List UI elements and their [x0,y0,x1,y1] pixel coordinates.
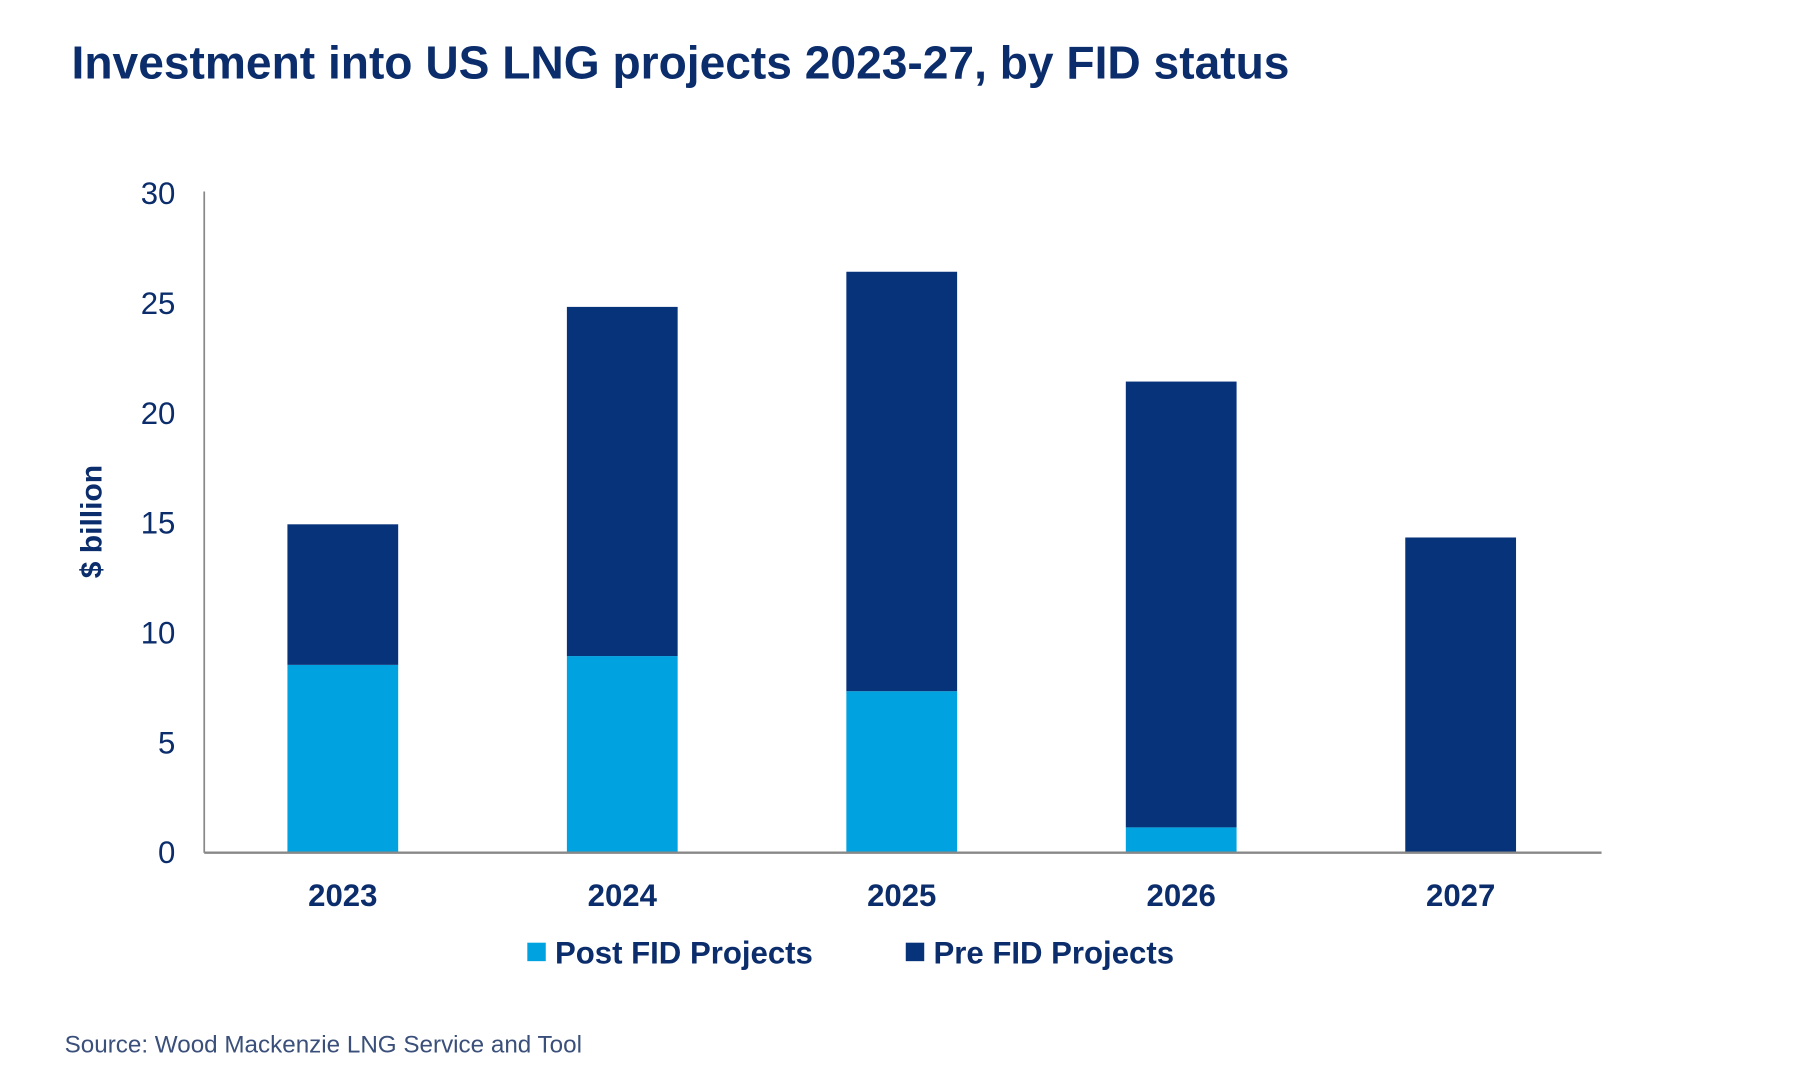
legend-swatch-post-fid [527,942,546,962]
bar-pre-fid-2027 [1405,537,1517,852]
x-tick-label: 2023 [308,878,377,913]
legend-label-post-fid: Post FID Projects [555,935,813,970]
legend-label-pre-fid: Pre FID Projects [933,935,1174,970]
source-note: Source: Wood Mackenzie LNG Service and T… [65,1031,582,1058]
bar-pre-fid-2023 [287,524,399,665]
bar-pre-fid-2026 [1125,381,1237,828]
y-tick-label: 0 [158,835,175,870]
y-tick-label: 15 [141,506,176,541]
y-tick-label: 30 [141,176,176,211]
y-tick-label: 25 [141,286,176,321]
bar-post-fid-2026 [1125,827,1237,852]
y-tick-label: 10 [141,615,176,650]
x-tick-label: 2027 [1426,878,1495,913]
y-tick-label: 20 [141,396,176,431]
chart-title: Investment into US LNG projects 2023-27,… [72,36,1290,88]
bar-pre-fid-2024 [566,306,678,657]
bar-pre-fid-2025 [846,271,958,692]
x-tick-label: 2026 [1147,878,1216,913]
y-tick-label: 5 [158,725,175,760]
legend-swatch-pre-fid [905,942,925,962]
bar-post-fid-2025 [846,691,958,852]
x-tick-label: 2024 [588,878,658,913]
bar-post-fid-2024 [566,656,678,852]
legend: Post FID Projects Pre FID Projects [527,935,1174,970]
x-tick-label: 2025 [867,878,936,913]
y-axis-label: $ billion [76,465,109,578]
bar-post-fid-2023 [287,664,399,852]
